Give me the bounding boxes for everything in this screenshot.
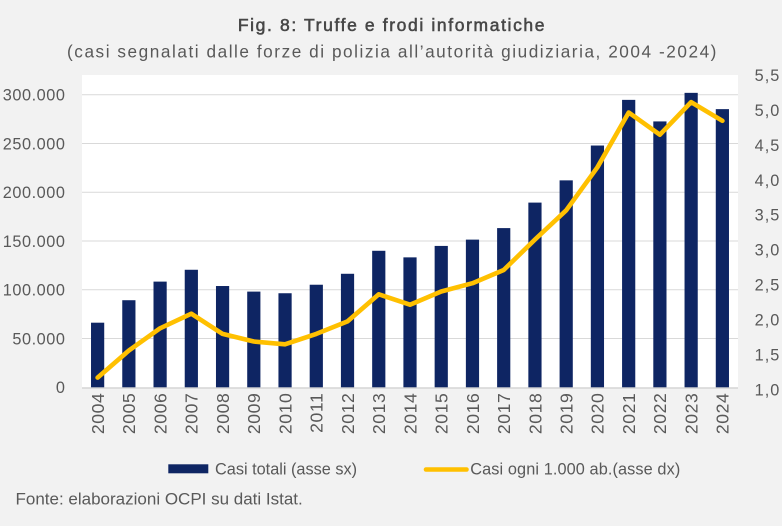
svg-text:2010: 2010 [275, 393, 295, 435]
svg-text:2005: 2005 [119, 393, 139, 435]
svg-text:2008: 2008 [213, 393, 233, 435]
svg-text:2012: 2012 [338, 393, 358, 435]
svg-text:Fig. 8: Truffe e frodi informa: Fig. 8: Truffe e frodi informatiche [238, 15, 546, 35]
svg-text:2017: 2017 [494, 393, 514, 435]
svg-text:2016: 2016 [463, 393, 483, 435]
svg-text:2014: 2014 [400, 393, 420, 435]
svg-text:2021: 2021 [619, 393, 639, 435]
svg-text:(casi segnalati dalle forze di: (casi segnalati dalle forze di polizia a… [67, 42, 718, 62]
svg-text:2018: 2018 [525, 393, 545, 435]
svg-text:2,5: 2,5 [755, 277, 781, 295]
svg-text:100.000: 100.000 [3, 282, 66, 300]
svg-text:1,5: 1,5 [755, 347, 781, 365]
svg-text:2024: 2024 [713, 393, 733, 435]
svg-text:150.000: 150.000 [3, 233, 66, 251]
svg-text:2004: 2004 [88, 393, 108, 435]
svg-text:50.000: 50.000 [12, 330, 65, 348]
svg-text:2013: 2013 [369, 393, 389, 435]
svg-text:1,0: 1,0 [755, 381, 781, 399]
svg-text:5,5: 5,5 [755, 67, 781, 85]
svg-text:Fonte: elaborazioni OCPI su da: Fonte: elaborazioni OCPI su dati Istat. [16, 490, 303, 509]
svg-text:2023: 2023 [681, 393, 701, 435]
svg-text:2006: 2006 [150, 393, 170, 435]
svg-text:4,5: 4,5 [755, 137, 781, 155]
svg-text:2,0: 2,0 [755, 312, 781, 330]
svg-text:Casi ogni 1.000 ab.(asse dx): Casi ogni 1.000 ab.(asse dx) [470, 461, 680, 479]
svg-text:2022: 2022 [650, 393, 670, 435]
svg-text:2011: 2011 [307, 393, 327, 433]
svg-text:3,0: 3,0 [755, 242, 781, 260]
svg-text:3,5: 3,5 [755, 207, 781, 225]
svg-text:2009: 2009 [244, 393, 264, 435]
svg-text:4,0: 4,0 [755, 172, 781, 190]
svg-text:200.000: 200.000 [3, 184, 66, 202]
svg-text:300.000: 300.000 [3, 87, 66, 105]
svg-text:2015: 2015 [432, 393, 452, 435]
svg-text:2007: 2007 [182, 393, 202, 435]
svg-text:2019: 2019 [557, 393, 577, 435]
svg-text:0: 0 [56, 379, 66, 397]
svg-text:5,0: 5,0 [755, 102, 781, 120]
svg-text:250.000: 250.000 [3, 136, 66, 154]
svg-text:2020: 2020 [588, 393, 608, 435]
svg-text:Casi totali (asse sx): Casi totali (asse sx) [215, 461, 357, 479]
